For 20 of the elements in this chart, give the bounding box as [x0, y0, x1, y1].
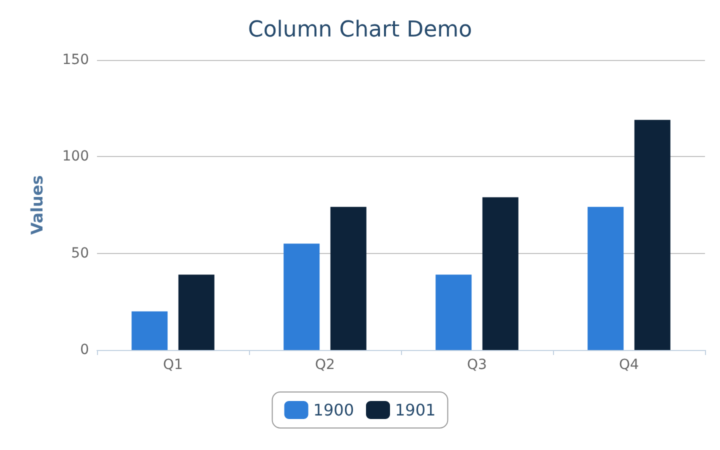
x-tick-label: Q3: [467, 357, 487, 373]
bar: [330, 206, 366, 350]
legend-label: 1900: [313, 400, 354, 420]
y-tick-label: 150: [62, 52, 89, 68]
y-tick-label: 100: [62, 148, 89, 165]
legend-label: 1901: [395, 400, 436, 420]
bar: [284, 244, 320, 350]
y-axis-title: Values: [28, 175, 46, 235]
x-tick-label: Q4: [619, 357, 640, 373]
y-tick-label: 50: [71, 245, 89, 262]
x-tick-label: Q2: [315, 357, 335, 373]
bar: [634, 120, 670, 350]
y-tick-label: 0: [80, 342, 89, 358]
bar: [436, 274, 472, 350]
bar: [178, 274, 214, 350]
bar: [482, 197, 518, 350]
x-tick-label: Q1: [163, 357, 183, 373]
bar: [588, 206, 624, 350]
chart-title: Column Chart Demo: [248, 18, 472, 42]
bar: [132, 311, 168, 350]
